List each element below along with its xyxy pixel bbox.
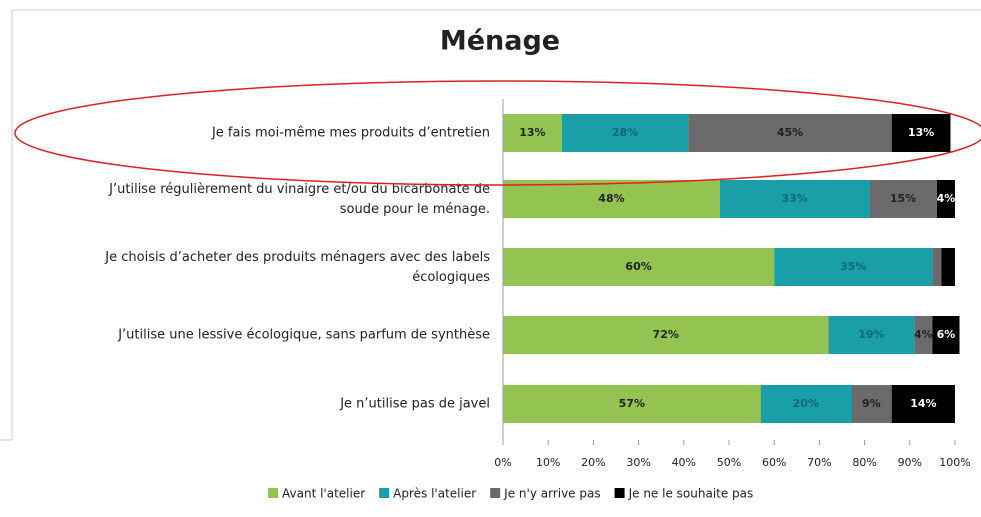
category-label: Je fais moi-même mes produits d’entretie…: [211, 126, 490, 141]
data-label: 28%: [612, 126, 638, 139]
data-label: 72%: [653, 328, 679, 341]
data-label: 15%: [890, 192, 916, 205]
data-label: 35%: [840, 260, 866, 273]
bar-segment: [760, 385, 852, 423]
bar-segment: [914, 316, 933, 354]
bar-segment: [828, 316, 915, 354]
data-label: 57%: [619, 397, 645, 410]
data-label: 4%: [937, 192, 956, 205]
bar-segment: [851, 385, 892, 423]
legend-label: Après l'atelier: [393, 487, 476, 501]
data-label: 9%: [862, 397, 881, 410]
x-tick-label: 60%: [762, 456, 786, 469]
bar-segment: [869, 180, 937, 218]
bar-segment: [561, 114, 689, 152]
legend-label: Avant l'atelier: [282, 487, 365, 501]
data-label: 33%: [781, 192, 807, 205]
data-label: 13%: [519, 126, 545, 139]
chart-title: Ménage: [440, 26, 560, 57]
x-tick-label: 10%: [536, 456, 560, 469]
data-label: 14%: [910, 397, 936, 410]
x-tick-label: 70%: [807, 456, 831, 469]
x-tick-label: 20%: [581, 456, 605, 469]
highlight-ellipse: [14, 80, 981, 186]
bar-segment: [503, 114, 562, 152]
data-label: 60%: [625, 260, 651, 273]
data-label: 13%: [908, 126, 934, 139]
x-tick-label: 80%: [852, 456, 876, 469]
bar-segment: [932, 316, 960, 354]
x-tick-label: 30%: [626, 456, 650, 469]
legend-swatch: [379, 488, 390, 498]
data-label: 20%: [793, 397, 819, 410]
x-tick-label: 50%: [717, 456, 741, 469]
bar-segment: [503, 248, 775, 286]
bar-segment: [941, 248, 955, 286]
legend-label: Je ne le souhaite pas: [628, 487, 754, 501]
bar-segment: [891, 114, 951, 152]
data-label: 6%: [937, 328, 956, 341]
data-label: 4%: [914, 328, 933, 341]
data-label: 48%: [598, 192, 624, 205]
x-tick-label: 90%: [898, 456, 922, 469]
bar-segment: [774, 248, 933, 286]
legend-swatch: [268, 488, 278, 498]
bar-segment: [688, 114, 892, 152]
bar-segment: [891, 385, 955, 423]
bar-segment: [503, 385, 761, 423]
data-label: 19%: [858, 328, 884, 341]
category-label: J’utilise régulièrement du vinaigre et/o…: [108, 182, 490, 217]
legend-swatch: [614, 488, 625, 498]
bar-segment: [936, 180, 955, 218]
category-label: J’utilise une lessive écologique, sans p…: [117, 328, 490, 343]
x-tick-label: 0%: [494, 456, 511, 469]
x-tick-label: 100%: [939, 456, 970, 469]
legend-swatch: [490, 488, 501, 498]
bar-segment: [503, 316, 829, 354]
bar-segment: [719, 180, 870, 218]
bar-segment: [932, 248, 942, 286]
category-label: Je n’utilise pas de javel: [339, 397, 490, 412]
bar-segment: [503, 180, 720, 218]
category-label: Je choisis d’acheter des produits ménage…: [104, 250, 490, 285]
x-tick-label: 40%: [672, 456, 696, 469]
data-label: 45%: [777, 126, 803, 139]
legend-label: Je n'y arrive pas: [503, 487, 600, 501]
